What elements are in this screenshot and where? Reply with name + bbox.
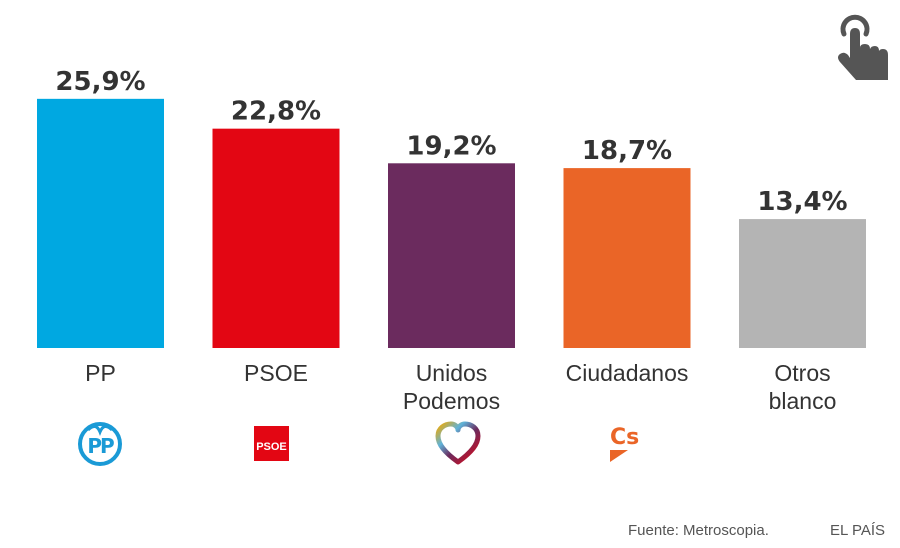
value-label: 13,4%: [757, 187, 847, 217]
ciudadanos-logo-text: Cs: [610, 425, 639, 450]
pp-logo-text: PP: [87, 434, 114, 458]
category-label: PP: [85, 360, 116, 386]
value-label: 19,2%: [406, 131, 496, 161]
source-note: Fuente: Metroscopia.: [628, 522, 769, 539]
brand-label: EL PAÍS: [830, 522, 886, 539]
value-label: 18,7%: [582, 136, 672, 166]
psoe-logo-text: PSOE: [256, 441, 287, 453]
bar-unidos-podemos: [388, 163, 515, 348]
bar-pp: [37, 98, 164, 348]
podemos-heart-logo: [435, 421, 481, 465]
value-label: 25,9%: [55, 67, 145, 97]
value-label: 22,8%: [231, 97, 321, 127]
category-label: Podemos: [403, 388, 500, 414]
category-label: blanco: [769, 388, 837, 414]
category-label: PSOE: [244, 360, 308, 386]
bar-otros-blanco: [739, 219, 866, 348]
psoe-logo: PSOE: [254, 426, 289, 461]
bar-ciudadanos: [563, 168, 691, 348]
category-label: Otros: [774, 360, 830, 386]
pp-logo: PP: [78, 422, 122, 466]
value-labels-group: 25,9% 22,8% 19,2% 18,7% 13,4%: [55, 67, 847, 217]
hand-pointer-icon: [838, 14, 888, 80]
bar-psoe: [212, 128, 340, 348]
ciudadanos-logo: Cs: [610, 425, 639, 462]
category-label: Ciudadanos: [566, 360, 689, 386]
category-label: Unidos: [416, 360, 488, 386]
bars-group: [37, 98, 866, 348]
